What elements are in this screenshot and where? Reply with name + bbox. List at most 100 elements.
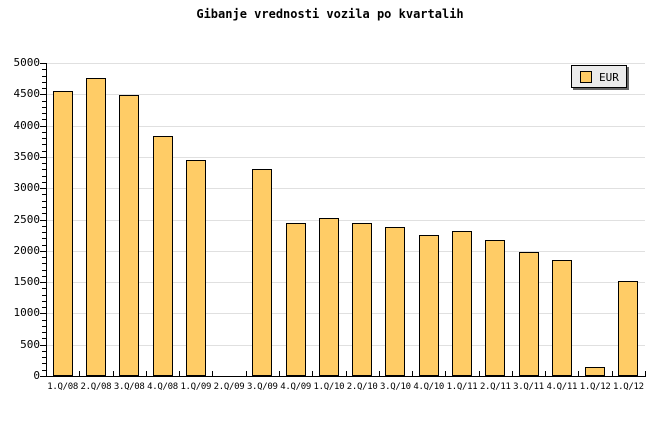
x-tick-7 bbox=[278, 371, 280, 376]
y-minor-tick-1700 bbox=[42, 270, 46, 271]
y-minor-tick-4200 bbox=[42, 113, 46, 114]
y-minor-tick-4900 bbox=[42, 69, 46, 70]
y-minor-tick-2700 bbox=[42, 207, 46, 208]
y-axis-label-2000: 2000 bbox=[13, 244, 41, 257]
x-axis-label-6: 3.Q/09 bbox=[246, 382, 278, 392]
x-axis-label-9: 2.Q/10 bbox=[346, 382, 378, 392]
x-tick-5 bbox=[212, 371, 214, 376]
x-tick-13 bbox=[478, 371, 480, 376]
y-minor-tick-3800 bbox=[42, 138, 46, 139]
y-minor-tick-1200 bbox=[42, 301, 46, 302]
y-major-tick-1500 bbox=[40, 282, 46, 283]
x-tick-8 bbox=[312, 371, 314, 376]
y-minor-tick-3400 bbox=[42, 163, 46, 164]
y-minor-tick-3200 bbox=[42, 176, 46, 177]
bar-2.Q/10 bbox=[352, 222, 373, 376]
bar-2.Q/11 bbox=[485, 239, 506, 376]
x-axis-label-3: 4.Q/08 bbox=[147, 382, 178, 392]
y-axis-label-4000: 4000 bbox=[13, 119, 41, 132]
y-axis-label-3000: 3000 bbox=[13, 181, 41, 194]
x-tick-16 bbox=[578, 371, 580, 376]
x-axis-label-0: 1.Q/08 bbox=[47, 382, 78, 392]
bar-1.Q/09 bbox=[185, 160, 206, 376]
x-tick-14 bbox=[511, 371, 513, 376]
x-axis-label-7: 4.Q/09 bbox=[280, 382, 311, 392]
gridline-500 bbox=[46, 345, 645, 346]
y-axis-label-0: 0 bbox=[33, 369, 40, 382]
y-minor-tick-3700 bbox=[42, 144, 46, 145]
gridline-2000 bbox=[46, 251, 645, 252]
gridline-4000 bbox=[46, 126, 645, 127]
y-axis-label-500: 500 bbox=[20, 338, 40, 351]
y-major-tick-2000 bbox=[40, 251, 46, 252]
x-tick-10 bbox=[378, 371, 380, 376]
y-major-tick-4000 bbox=[40, 126, 46, 127]
y-major-tick-500 bbox=[40, 345, 46, 346]
y-minor-tick-1800 bbox=[42, 263, 46, 264]
x-tick-18 bbox=[645, 371, 646, 376]
y-minor-tick-3100 bbox=[42, 182, 46, 183]
legend-swatch-icon bbox=[580, 71, 592, 83]
y-major-tick-0 bbox=[40, 376, 46, 377]
x-tick-4 bbox=[179, 371, 181, 376]
y-minor-tick-800 bbox=[42, 326, 46, 327]
y-minor-tick-2300 bbox=[42, 232, 46, 233]
x-axis-label-8: 1.Q/10 bbox=[313, 382, 345, 392]
x-tick-3 bbox=[145, 371, 147, 376]
x-axis-label-10: 3.Q/10 bbox=[380, 382, 411, 392]
legend: EUR bbox=[571, 65, 627, 88]
gridline-5000 bbox=[46, 63, 645, 64]
legend-label: EUR bbox=[599, 71, 619, 84]
bar-4.Q/08 bbox=[152, 135, 173, 376]
y-axis-label-4500: 4500 bbox=[13, 87, 41, 100]
x-axis-label-13: 2.Q/11 bbox=[479, 382, 511, 392]
y-minor-tick-1100 bbox=[42, 307, 46, 308]
x-axis-label-11: 4.Q/10 bbox=[413, 382, 445, 392]
y-major-tick-5000 bbox=[40, 63, 46, 64]
y-minor-tick-2400 bbox=[42, 226, 46, 227]
bar-1.Q/11 bbox=[452, 230, 472, 376]
y-axis bbox=[46, 63, 47, 377]
x-axis-label-16: 1.Q/12 bbox=[579, 382, 611, 392]
y-minor-tick-2600 bbox=[42, 213, 46, 214]
y-minor-tick-1400 bbox=[42, 288, 46, 289]
y-major-tick-1000 bbox=[40, 313, 46, 314]
y-minor-tick-4600 bbox=[42, 88, 46, 89]
x-tick-0 bbox=[46, 371, 47, 376]
gridline-1000 bbox=[46, 313, 645, 314]
x-tick-2 bbox=[112, 371, 114, 376]
x-tick-15 bbox=[545, 371, 547, 376]
y-axis-label-2500: 2500 bbox=[13, 213, 41, 226]
gridline-2500 bbox=[46, 220, 645, 221]
y-minor-tick-2800 bbox=[42, 201, 46, 202]
y-minor-tick-300 bbox=[42, 357, 46, 358]
chart-title: Gibanje vrednosti vozila po kvartalih bbox=[196, 7, 464, 21]
x-tick-17 bbox=[611, 371, 613, 376]
x-axis-label-4: 1.Q/09 bbox=[180, 382, 212, 392]
x-axis-label-5: 2.Q/09 bbox=[213, 382, 245, 392]
y-minor-tick-4100 bbox=[42, 119, 46, 120]
bar-1.Q/12 bbox=[585, 367, 606, 376]
y-minor-tick-2900 bbox=[42, 194, 46, 195]
y-minor-tick-600 bbox=[42, 338, 46, 339]
y-minor-tick-2100 bbox=[42, 245, 46, 246]
bar-4.Q/10 bbox=[418, 235, 439, 376]
y-major-tick-4500 bbox=[40, 94, 46, 95]
y-minor-tick-3900 bbox=[42, 132, 46, 133]
x-tick-1 bbox=[79, 371, 81, 376]
x-tick-9 bbox=[345, 371, 347, 376]
y-minor-tick-4300 bbox=[42, 107, 46, 108]
y-major-tick-3500 bbox=[40, 157, 46, 158]
bar-1.Q/12 bbox=[618, 280, 639, 376]
y-minor-tick-900 bbox=[42, 320, 46, 321]
gridline-1500 bbox=[46, 282, 645, 283]
y-minor-tick-4700 bbox=[42, 82, 46, 83]
bar-1.Q/08 bbox=[52, 90, 73, 376]
y-axis-label-1500: 1500 bbox=[13, 275, 41, 288]
y-minor-tick-3600 bbox=[42, 151, 46, 152]
y-minor-tick-700 bbox=[42, 332, 46, 333]
x-axis-label-1: 2.Q/08 bbox=[80, 382, 112, 392]
bar-3.Q/08 bbox=[119, 94, 140, 376]
